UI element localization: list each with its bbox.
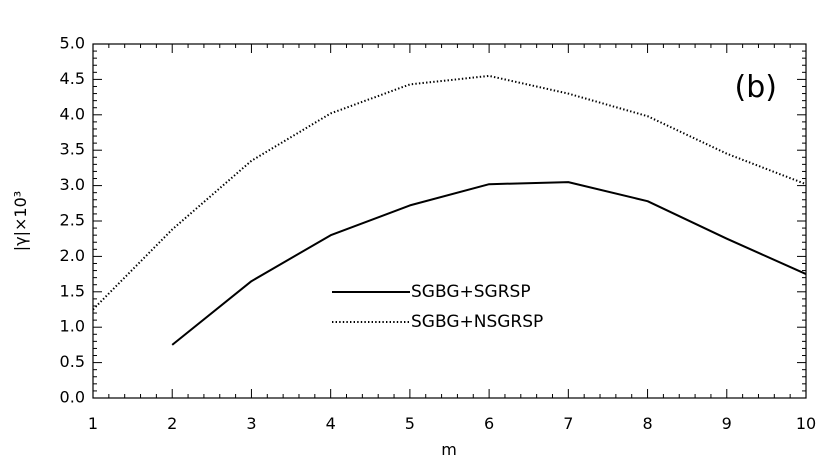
y-tick-label: 2.0 bbox=[60, 246, 85, 265]
x-tick-labels: 1 2 3 4 5 6 7 8 9 10 bbox=[88, 414, 816, 433]
x-tick-label: 1 bbox=[88, 414, 98, 433]
y-axis-label: |γ|×10³ bbox=[11, 191, 30, 251]
plot-area-border bbox=[92, 43, 807, 399]
series-layer bbox=[92, 74, 807, 346]
y-tick-label: 1.5 bbox=[60, 281, 85, 300]
series-line-sgbg-sgrsp bbox=[171, 181, 807, 346]
x-tick-label: 10 bbox=[796, 414, 816, 433]
y-tick-label: 0.0 bbox=[60, 388, 85, 407]
x-tick-label: 9 bbox=[722, 414, 732, 433]
legend-label-sgbg-nsgrsp: SGBG+NSGRSP bbox=[411, 312, 543, 332]
y-tick-label: 2.5 bbox=[60, 211, 85, 230]
minor-ticks bbox=[93, 44, 806, 398]
y-tick-label: 1.0 bbox=[60, 317, 85, 336]
series-line-sgbg-nsgrsp bbox=[92, 74, 807, 311]
legend: SGBG+SGRSP SGBG+NSGRSP bbox=[332, 282, 543, 332]
panel-label: (b) bbox=[735, 70, 777, 105]
y-tick-label: 3.5 bbox=[60, 140, 85, 159]
x-tick-label: 2 bbox=[167, 414, 177, 433]
x-tick-label: 7 bbox=[563, 414, 573, 433]
x-axis-label: m bbox=[441, 440, 457, 459]
x-tick-label: 6 bbox=[484, 414, 494, 433]
y-tick-label: 3.0 bbox=[60, 175, 85, 194]
y-tick-labels: 0.0 0.5 1.0 1.5 2.0 2.5 3.0 3.5 4.0 4.5 5.0 bbox=[60, 34, 85, 407]
x-tick-label: 8 bbox=[642, 414, 652, 433]
y-tick-label: 5.0 bbox=[60, 34, 85, 53]
y-tick-label: 4.5 bbox=[60, 69, 85, 88]
major-ticks bbox=[92, 43, 807, 399]
plot-frame bbox=[92, 43, 807, 399]
x-tick-label: 3 bbox=[246, 414, 256, 433]
x-tick-label: 4 bbox=[326, 414, 336, 433]
y-tick-label: 0.5 bbox=[60, 352, 85, 371]
y-tick-label: 4.0 bbox=[60, 104, 85, 123]
x-tick-label: 5 bbox=[405, 414, 415, 433]
legend-label-sgbg-sgrsp: SGBG+SGRSP bbox=[411, 282, 531, 302]
